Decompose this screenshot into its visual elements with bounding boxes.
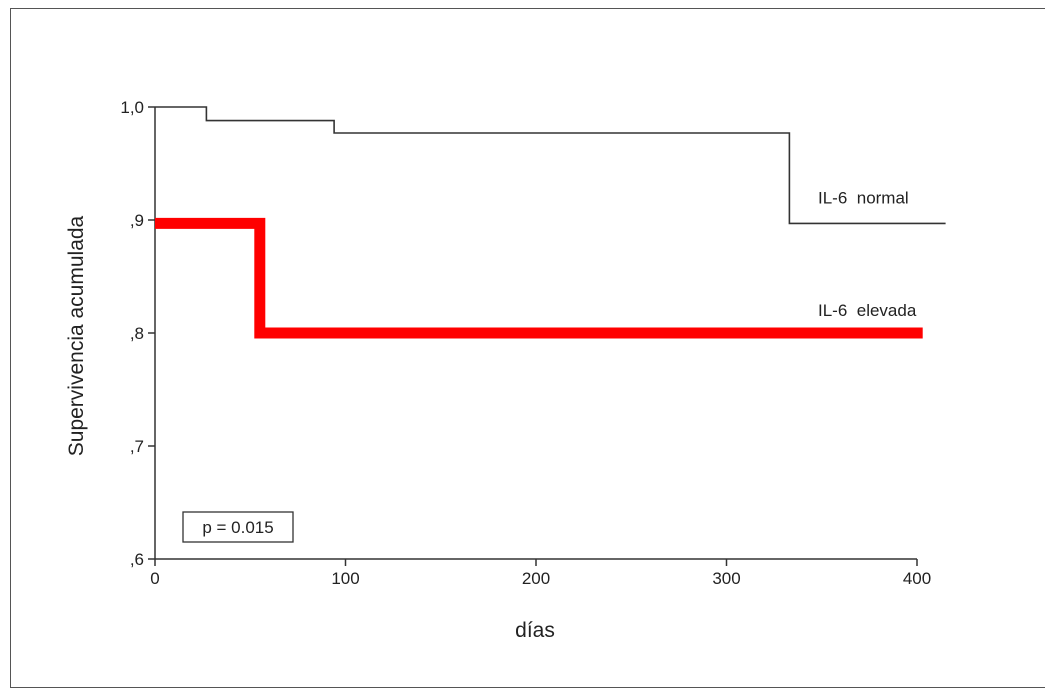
p-value-annotation: p = 0.015 (202, 518, 273, 537)
series-line-2 (155, 217, 923, 339)
labels: IL-6 normal IL-6 elevada (818, 188, 917, 320)
y-tick-label: ,8 (130, 324, 144, 343)
x-tick-label: 200 (522, 569, 550, 588)
y-tick-label: ,6 (130, 550, 144, 569)
survival-chart: ,6,7,8,91,00 100 200 300 400 IL-6 normalIL-6… (65, 98, 946, 642)
y-tick-label: ,7 (130, 437, 144, 456)
x-tick-label: 400 (903, 569, 931, 588)
series-label-2: IL-6 elevada (818, 301, 917, 320)
x-tick-label: 0 (150, 569, 159, 588)
p-value-box (182, 511, 294, 543)
axes: ,6 ,7 ,8 ,9 1,0 0 100 200 300 400 (120, 98, 931, 588)
series-label-1: IL-6 normal (818, 188, 909, 207)
x-tick-label: 300 (712, 569, 740, 588)
y-axis-label: Supervivencia acumulada (65, 215, 88, 456)
x-axis-label: días (515, 619, 555, 642)
series-lines (155, 106, 946, 339)
y-tick-label: 1,0 (120, 98, 144, 117)
series-line-1 (155, 106, 946, 225)
x-tick-label: 100 (331, 569, 359, 588)
y-tick-label: ,9 (130, 211, 144, 230)
